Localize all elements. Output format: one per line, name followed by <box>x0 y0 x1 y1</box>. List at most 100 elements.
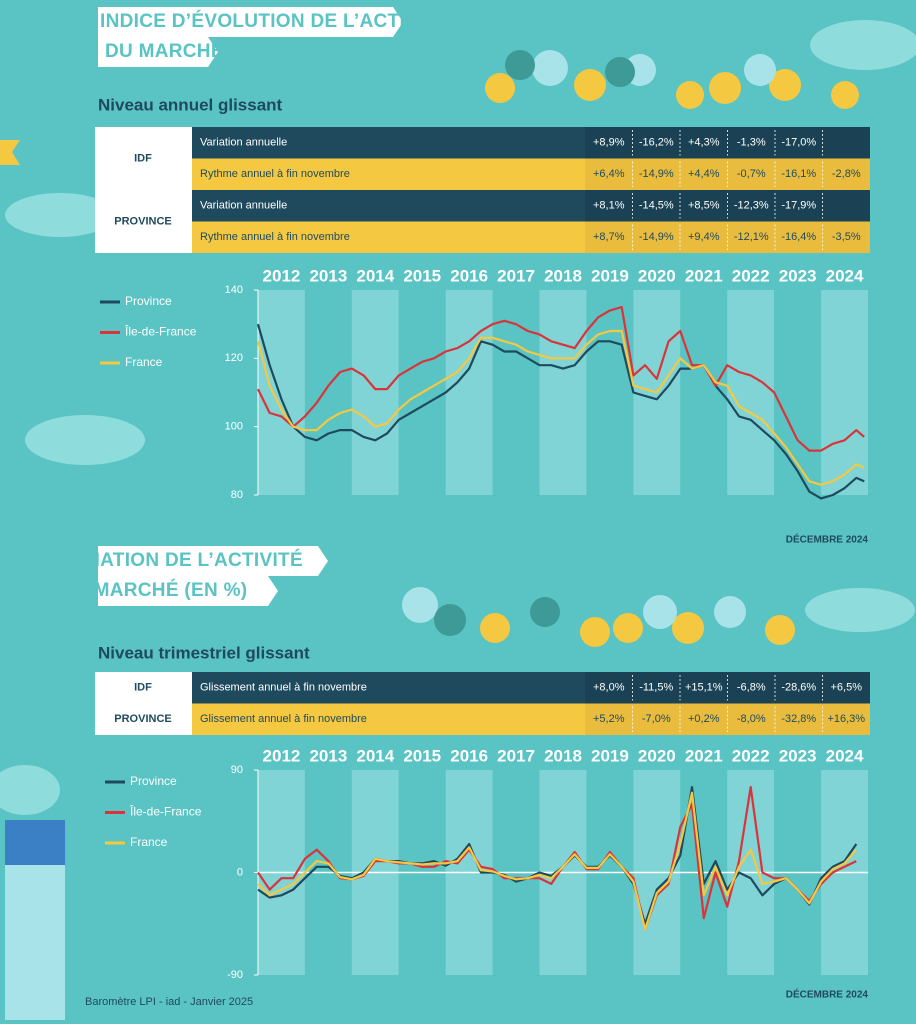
y-tick-label: 0 <box>237 866 243 878</box>
year-band <box>680 290 728 495</box>
section-title: DU MARCHÉ <box>105 40 224 62</box>
x-tick-label: 2022 <box>732 746 770 765</box>
table-cell: -12,3% <box>734 200 769 212</box>
year-band <box>258 290 305 495</box>
table-group-label: PROVINCE <box>114 713 171 725</box>
table-cell: +4,3% <box>688 137 720 149</box>
x-tick-label: 2024 <box>826 746 864 765</box>
y-tick-label: 120 <box>225 352 243 364</box>
table-cell: -11,5% <box>639 682 673 694</box>
y-tick-label: 100 <box>225 421 243 433</box>
table-cell: -16,2% <box>639 137 674 149</box>
x-tick-label: 2023 <box>779 746 817 765</box>
y-tick-label: -90 <box>227 969 243 981</box>
table-row-label: Rythme annuel à fin novembre <box>200 231 350 243</box>
table-cell: -16,4% <box>781 231 816 243</box>
table-cell: -12,1% <box>734 231 769 243</box>
table-cell: -1,3% <box>737 137 766 149</box>
series-line <box>257 791 858 931</box>
table-cell: -8,0% <box>737 713 766 725</box>
year-band <box>727 290 775 495</box>
year-band <box>351 290 399 495</box>
table-cell: +9,4% <box>688 231 720 243</box>
x-tick-label: 2024 <box>826 266 864 285</box>
table-cell: +15,1% <box>685 682 723 694</box>
table-cell: +8,9% <box>593 137 625 149</box>
x-tick-label: 2022 <box>732 266 770 285</box>
title-banner <box>98 546 328 576</box>
year-band <box>492 290 540 495</box>
x-tick-label: 2015 <box>403 746 441 765</box>
x-tick-label: 2014 <box>356 746 394 765</box>
series-line <box>256 329 865 486</box>
table-cell: -0,7% <box>737 168 766 180</box>
x-tick-label: 2020 <box>638 746 676 765</box>
table-cell: +6,5% <box>831 682 863 694</box>
year-band <box>445 290 493 495</box>
title-banner <box>98 7 403 37</box>
date-label: DÉCEMBRE 2024 <box>786 533 869 546</box>
table-group-column <box>95 127 192 253</box>
table-cell: +8,1% <box>593 200 625 212</box>
x-tick-label: 2012 <box>263 746 301 765</box>
table-cell: -32,8% <box>781 713 816 725</box>
legend-label: France <box>130 835 168 849</box>
table-group-label: PROVINCE <box>114 215 171 227</box>
x-tick-label: 2013 <box>309 746 347 765</box>
table-cell: -14,5% <box>639 200 674 212</box>
table-cell: -3,5% <box>832 231 861 243</box>
x-tick-label: 2020 <box>638 266 676 285</box>
table-cell: +5,2% <box>593 713 625 725</box>
y-tick-label: 80 <box>231 489 243 501</box>
year-band <box>774 290 822 495</box>
table-cell: +8,0% <box>593 682 625 694</box>
table-cell: +6,4% <box>593 168 625 180</box>
table-cell: -14,9% <box>639 231 674 243</box>
x-tick-label: 2016 <box>450 746 488 765</box>
table-cell: -2,8% <box>832 168 861 180</box>
series-line <box>256 323 865 500</box>
table-cell: -6,8% <box>737 682 766 694</box>
table-row-label: Rythme annuel à fin novembre <box>200 168 350 180</box>
y-tick-label: 90 <box>231 764 243 776</box>
section-title: INDICE D’ÉVOLUTION DE L’ACTIVITÉ <box>100 10 448 32</box>
legend-label: Province <box>125 294 172 308</box>
x-tick-label: 2019 <box>591 746 629 765</box>
table-cell: -14,9% <box>639 168 674 180</box>
year-band <box>821 290 868 495</box>
legend-label: Province <box>130 774 177 788</box>
x-tick-label: 2017 <box>497 266 535 285</box>
series-line <box>257 306 865 452</box>
x-tick-label: 2023 <box>779 266 817 285</box>
table-group-column <box>95 672 192 735</box>
legend-label: Île-de-France <box>124 324 197 339</box>
title-banner <box>98 576 278 606</box>
table-row-label: Variation annuelle <box>200 200 287 212</box>
title-banner <box>98 37 218 67</box>
x-tick-label: 2017 <box>497 746 535 765</box>
section-subtitle: Niveau trimestriel glissant <box>98 643 310 662</box>
table-cell: +8,5% <box>688 200 720 212</box>
x-tick-label: 2021 <box>685 266 723 285</box>
decor <box>0 20 916 1020</box>
x-tick-label: 2018 <box>544 746 582 765</box>
table-cell: +16,3% <box>827 713 865 725</box>
footer: Baromètre LPI - iad - Janvier 2025 <box>85 996 253 1008</box>
table-cell: -7,0% <box>642 713 671 725</box>
table-group-label: IDF <box>134 152 152 164</box>
year-band <box>539 290 587 495</box>
x-tick-label: 2018 <box>544 266 582 285</box>
x-tick-label: 2019 <box>591 266 629 285</box>
table-cell: -17,0% <box>781 137 816 149</box>
year-band <box>586 290 634 495</box>
table-row-label: Glissement annuel à fin novembre <box>200 713 367 725</box>
x-tick-label: 2021 <box>685 746 723 765</box>
year-band <box>304 290 352 495</box>
y-tick-label: 140 <box>225 284 243 296</box>
date-label: DÉCEMBRE 2024 <box>786 988 869 1001</box>
x-tick-label: 2013 <box>309 266 347 285</box>
x-tick-label: 2016 <box>450 266 488 285</box>
x-tick-label: 2015 <box>403 266 441 285</box>
legend-label: France <box>125 355 163 369</box>
